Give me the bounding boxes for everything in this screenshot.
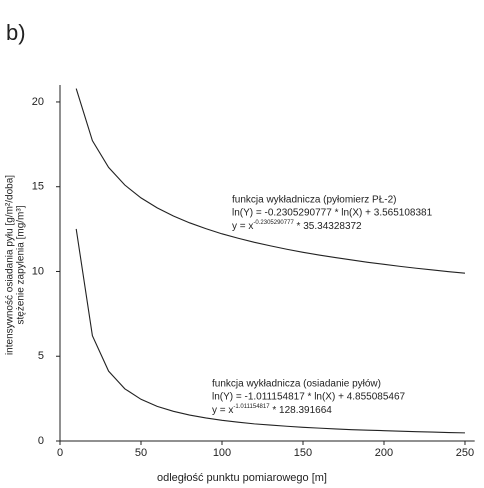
annotation-exponent: -1.011154817	[233, 404, 270, 410]
x-tick-label: 0	[57, 447, 63, 459]
y-axis-label: intensywność osiadania pyłu [g/m²/doba]	[5, 175, 16, 355]
annotation-line: ln(Y) = -0.2305290777 * ln(X) + 3.565108…	[232, 208, 433, 219]
x-tick-label: 100	[213, 447, 231, 459]
annotation-exponent: -0.2305290777	[253, 220, 294, 226]
annotation-title: funkcja wykładnicza (pyłomierz PŁ-2)	[232, 195, 397, 206]
x-tick-label: 50	[135, 447, 147, 459]
annotation-line: y = x-0.2305290777 * 35.34328372	[232, 220, 362, 232]
annotation-line: ln(Y) = -1.011154817 * ln(X) + 4.8550854…	[212, 392, 406, 403]
annotation-line: y = x-1.011154817 * 128.391664	[212, 404, 332, 416]
curve	[75, 228, 465, 434]
curve	[75, 88, 466, 274]
y-tick-label: 10	[32, 265, 44, 277]
annotation-text: y = x	[232, 221, 253, 232]
y-axis-label: stężenie zapylenia [mg/m³]	[16, 205, 27, 324]
x-tick-label: 150	[294, 447, 312, 459]
x-axis-label: odległość punktu pomiarowego [m]	[157, 472, 327, 484]
panel-label: b)	[6, 20, 26, 45]
x-tick-label: 200	[375, 447, 393, 459]
y-tick-label: 20	[32, 96, 44, 108]
annotation-text: * 128.391664	[270, 405, 333, 416]
x-tick-label: 250	[456, 447, 474, 459]
annotation-text: y = x	[212, 405, 233, 416]
y-tick-label: 0	[38, 435, 44, 447]
annotation: funkcja wykładnicza (pyłomierz PŁ-2) ln(…	[212, 195, 433, 416]
annotation-text: * 35.34328372	[294, 221, 362, 232]
annotation-title: funkcja wykładnicza (osiadanie pyłów)	[212, 379, 381, 390]
y-tick-label: 15	[32, 181, 44, 193]
y-tick-label: 5	[38, 350, 44, 362]
